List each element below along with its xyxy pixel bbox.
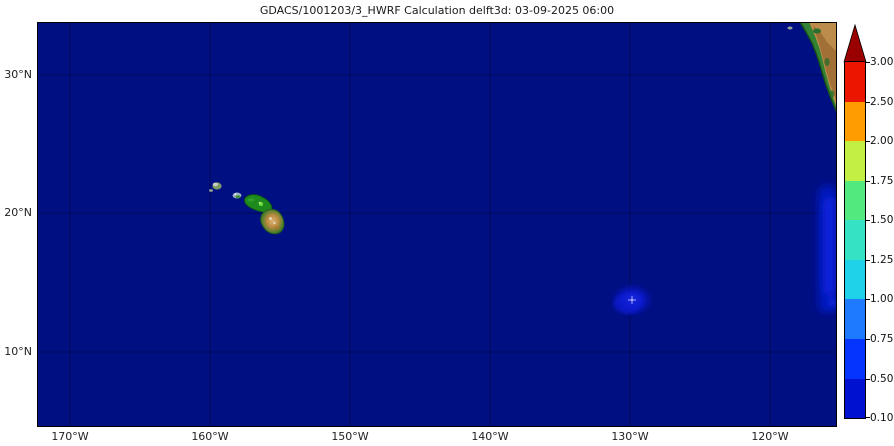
colorbar-segment — [845, 260, 865, 299]
colorbar-label-1.00: 1.00 — [870, 293, 894, 305]
island-hawaii-big-island — [260, 208, 285, 235]
colorbar-segment — [845, 339, 865, 379]
island-kauai — [212, 182, 222, 190]
colorbar-tickmark — [866, 62, 870, 63]
map-plot-area — [37, 22, 837, 427]
hawaiian-islands — [209, 182, 285, 235]
colorbar-label-2.50: 2.50 — [870, 96, 894, 108]
channel-island-speck — [787, 26, 793, 30]
colorbar-tickmark — [866, 417, 870, 418]
island-maui-group — [244, 194, 273, 213]
y-tick-20n: 20°N — [4, 206, 32, 219]
colorbar-label-1.50: 1.50 — [870, 214, 894, 226]
coastal-wave-band — [818, 185, 837, 313]
graticule-gridlines — [37, 22, 837, 427]
colorbar-segment — [845, 62, 865, 102]
colorbar — [844, 61, 866, 419]
colorbar-label-0.50: 0.50 — [870, 373, 894, 385]
colorbar-label-0.10: 0.10 — [870, 412, 894, 424]
x-tick-120w: 120°W — [751, 430, 789, 443]
colorbar-label-1.25: 1.25 — [870, 254, 894, 266]
colorbar-segment — [845, 141, 865, 181]
colorbar-segment — [845, 379, 865, 418]
colorbar-segment — [845, 181, 865, 220]
colorbar-label-3.00: 3.00 — [870, 56, 894, 68]
colorbar-label-1.75: 1.75 — [870, 175, 894, 187]
colorbar-tickmark — [866, 220, 870, 221]
colorbar-label-0.75: 0.75 — [870, 333, 894, 345]
plot-border — [37, 22, 837, 427]
colorbar-tickmark — [866, 379, 870, 380]
colorbar-segment — [845, 299, 865, 339]
x-tick-160w: 160°W — [191, 430, 229, 443]
x-tick-150w: 150°W — [331, 430, 369, 443]
colorbar-tickmark — [866, 181, 870, 182]
colorbar-overflow-arrow — [843, 24, 867, 63]
figure-title: GDACS/1001203/3_HWRF Calculation delft3d… — [259, 4, 615, 17]
colorbar-segment — [845, 102, 865, 141]
y-tick-10n: 10°N — [4, 345, 32, 358]
cyclone-center-dot — [631, 299, 633, 301]
colorbar-tickmark — [866, 260, 870, 261]
colorbar-tickmark — [866, 102, 870, 103]
island-oahu — [232, 192, 242, 199]
y-tick-30n: 30°N — [4, 68, 32, 81]
colorbar-tickmark — [866, 339, 870, 340]
colorbar-tickmark — [866, 299, 870, 300]
colorbar-label-2.00: 2.00 — [870, 135, 894, 147]
colorbar-segment — [845, 220, 865, 260]
x-tick-140w: 140°W — [471, 430, 509, 443]
x-tick-170w: 170°W — [51, 430, 89, 443]
cyclone-wave-patch — [609, 282, 655, 318]
mexico-coast-landmass — [787, 22, 837, 114]
x-tick-130w: 130°W — [611, 430, 649, 443]
map-canvas — [37, 22, 837, 427]
ocean-background — [37, 22, 837, 427]
colorbar-tickmark — [866, 141, 870, 142]
island-niihau — [209, 189, 213, 192]
